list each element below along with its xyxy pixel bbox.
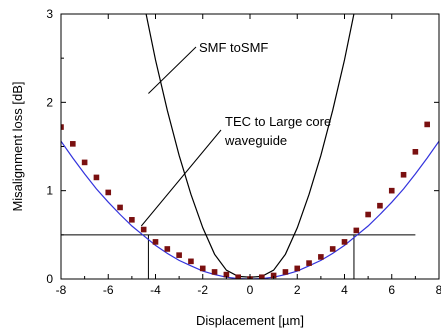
data-point bbox=[211, 269, 218, 275]
data-point bbox=[270, 272, 277, 279]
x-tick-label: -4 bbox=[150, 283, 161, 297]
x-tick-label: 2 bbox=[294, 283, 301, 297]
data-point bbox=[400, 171, 407, 178]
data-point bbox=[306, 260, 312, 266]
data-point bbox=[353, 227, 360, 234]
y-axis-ticks: 0 1 2 3 bbox=[46, 7, 439, 286]
data-point bbox=[188, 258, 194, 265]
data-point bbox=[117, 204, 123, 211]
data-point bbox=[318, 254, 324, 260]
y-tick-label: 3 bbox=[46, 7, 53, 21]
x-tick-label: -6 bbox=[103, 283, 114, 297]
annotation-tec-leader bbox=[140, 129, 222, 227]
x-axis-ticks: -8 -6 -4 -2 0 2 4 6 8 bbox=[56, 14, 441, 297]
x-tick-label: -8 bbox=[56, 283, 67, 297]
data-point bbox=[199, 265, 206, 272]
data-point bbox=[61, 124, 64, 130]
data-point bbox=[412, 149, 419, 155]
data-point bbox=[152, 239, 159, 245]
data-point bbox=[294, 265, 301, 272]
annotation-tec-label-line2: waveguide bbox=[224, 133, 287, 148]
data-point bbox=[93, 174, 100, 181]
data-point bbox=[259, 274, 265, 279]
data-point bbox=[388, 187, 395, 194]
y-tick-label: 1 bbox=[46, 184, 53, 198]
x-tick-label: 8 bbox=[436, 283, 441, 297]
data-point bbox=[176, 252, 182, 258]
data-point bbox=[282, 269, 289, 275]
y-tick-label: 2 bbox=[46, 95, 53, 109]
data-point bbox=[235, 274, 241, 279]
x-tick-label: 6 bbox=[388, 283, 395, 297]
y-axis-label: Misalignment loss [dB] bbox=[10, 81, 25, 211]
annotation-smf-leader bbox=[148, 46, 197, 94]
x-tick-label: 0 bbox=[247, 283, 254, 297]
data-point bbox=[140, 226, 147, 233]
annotation-tec-label-line1: TEC to Large core bbox=[225, 114, 331, 129]
data-point bbox=[129, 217, 135, 223]
data-point bbox=[81, 159, 88, 166]
data-point bbox=[377, 202, 383, 209]
data-point bbox=[70, 141, 76, 147]
x-axis-label: Displacement [µm] bbox=[196, 313, 304, 328]
data-point bbox=[424, 121, 430, 128]
data-point bbox=[223, 271, 230, 278]
axes: -8 -6 -4 -2 0 2 4 6 8 0 1 2 3 bbox=[46, 7, 441, 297]
data-point bbox=[365, 211, 371, 218]
annotations: SMF toSMF TEC to Large core waveguide bbox=[140, 40, 331, 227]
x-tick-label: 4 bbox=[341, 283, 348, 297]
data-point bbox=[329, 246, 336, 252]
data-point bbox=[105, 189, 112, 196]
x-tick-label: -2 bbox=[197, 283, 208, 297]
data-point bbox=[341, 239, 348, 245]
annotation-smf-label: SMF toSMF bbox=[199, 40, 268, 55]
series-line-1 bbox=[61, 140, 439, 279]
y-tick-label: 0 bbox=[46, 272, 53, 286]
data-point bbox=[164, 246, 171, 252]
